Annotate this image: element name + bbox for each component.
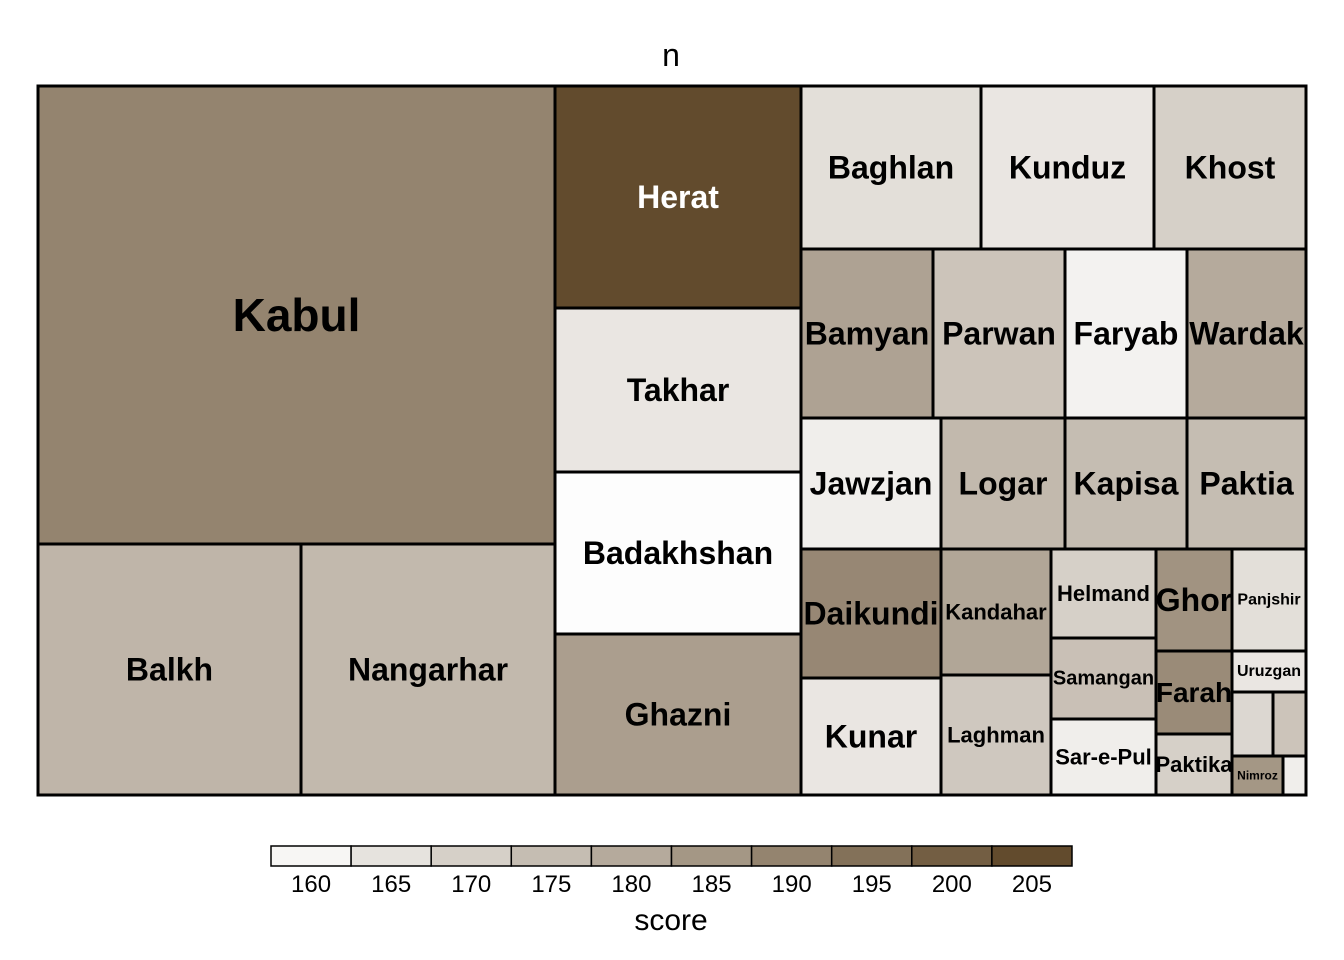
- legend-swatch-180: [590, 845, 673, 867]
- tile-label-laghman: Laghman: [947, 723, 1045, 748]
- tile-kandahar: [939, 547, 1053, 677]
- legend-tick-175: 175: [531, 871, 571, 898]
- tile-label-balkh: Balkh: [126, 652, 213, 688]
- tile-label-herat: Herat: [637, 179, 719, 215]
- tile-label-kabul: Kabul: [233, 289, 361, 341]
- tile-kabul: [36, 84, 557, 546]
- tile-sar-e-pul: [1049, 717, 1158, 797]
- tile-label-baghlan: Baghlan: [828, 150, 954, 186]
- tile-label-nangarhar: Nangarhar: [348, 652, 508, 688]
- tile-helmand: [1049, 547, 1158, 640]
- legend-swatch-190: [750, 845, 833, 867]
- legend-swatch-170: [430, 845, 513, 867]
- tile-label-kunar: Kunar: [825, 719, 917, 755]
- tile-label-ghor: Ghor: [1156, 582, 1232, 618]
- tile-label-kunduz: Kunduz: [1009, 150, 1126, 186]
- tile-unlabeled: [1271, 690, 1308, 758]
- legend-tick-165: 165: [371, 871, 411, 898]
- tile-samangan: [1049, 636, 1158, 721]
- tile-kunar: [799, 676, 943, 797]
- tile-label-ghazni: Ghazni: [625, 697, 732, 733]
- legend-swatch-175: [510, 845, 593, 867]
- tile-label-panjshir: Panjshir: [1237, 592, 1300, 609]
- tile-unlabeled: [1281, 754, 1308, 797]
- tile-label-jawzjan: Jawzjan: [810, 466, 933, 502]
- tile-label-kandahar: Kandahar: [945, 600, 1047, 625]
- tile-label-takhar: Takhar: [627, 372, 730, 408]
- legend-tick-170: 170: [451, 871, 491, 898]
- tile-label-farah: Farah: [1156, 677, 1232, 708]
- tile-label-parwan: Parwan: [942, 316, 1056, 352]
- tile-label-paktia: Paktia: [1199, 466, 1293, 502]
- tile-label-wardak: Wardak: [1189, 316, 1304, 352]
- legend-swatch-195: [830, 845, 913, 867]
- tile-balkh: [36, 542, 303, 797]
- tile-unlabeled: [1230, 690, 1275, 758]
- tile-paktika: [1154, 732, 1234, 797]
- tile-label-helmand: Helmand: [1057, 581, 1150, 606]
- tile-label-logar: Logar: [959, 466, 1048, 502]
- legend-tick-205: 205: [1012, 871, 1052, 898]
- tile-laghman: [939, 673, 1053, 797]
- tile-label-daikundi: Daikundi: [803, 596, 938, 632]
- legend-tick-180: 180: [611, 871, 651, 898]
- tile-label-paktika: Paktika: [1155, 752, 1233, 777]
- tile-paktia: [1185, 416, 1308, 551]
- tile-label-uruzgan: Uruzgan: [1237, 663, 1301, 680]
- tile-label-nimroz: Nimroz: [1237, 769, 1278, 783]
- tile-label-kapisa: Kapisa: [1074, 466, 1179, 502]
- tile-badakhshan: [553, 470, 803, 636]
- legend-tick-185: 185: [692, 871, 732, 898]
- tile-khost: [1152, 84, 1308, 251]
- legend-swatch-185: [670, 845, 753, 867]
- treemap-tiles: Kabul Herat Takhar Badakhshan Ghazni Balkh Nan…: [36, 84, 1308, 797]
- legend-tick-160: 160: [291, 871, 331, 898]
- tile-label-faryab: Faryab: [1074, 316, 1179, 352]
- tile-label-sar-e-pul: Sar-e-Pul: [1055, 745, 1152, 770]
- tile-herat: [553, 84, 803, 310]
- legend-swatch-160: [270, 845, 352, 867]
- tile-logar: [939, 416, 1067, 551]
- tile-takhar: [553, 306, 803, 474]
- legend-tick-200: 200: [932, 871, 972, 898]
- tile-uruzgan: [1230, 649, 1308, 694]
- legend-swatch-200: [911, 845, 993, 867]
- plot-border: [36, 84, 1308, 797]
- tile-label-badakhshan: Badakhshan: [583, 535, 773, 571]
- chart-title: n: [662, 37, 680, 73]
- legend-tick-195: 195: [852, 871, 892, 898]
- legend-swatch-165: [350, 845, 432, 867]
- legend-tick-190: 190: [772, 871, 812, 898]
- legend-title: score: [634, 904, 707, 937]
- tile-label-samangan: Samangan: [1053, 668, 1154, 690]
- color-legend: 160 165 170 175 180 185 190 195 200 205: [270, 845, 1073, 898]
- tile-wardak: [1185, 247, 1308, 420]
- legend-swatch-205: [991, 845, 1073, 867]
- tile-kapisa: [1063, 416, 1189, 551]
- tile-baghlan: [799, 84, 983, 251]
- tile-label-khost: Khost: [1185, 150, 1276, 186]
- tile-label-bamyan: Bamyan: [805, 316, 930, 352]
- tile-parwan: [931, 247, 1067, 420]
- tile-daikundi: [799, 547, 943, 680]
